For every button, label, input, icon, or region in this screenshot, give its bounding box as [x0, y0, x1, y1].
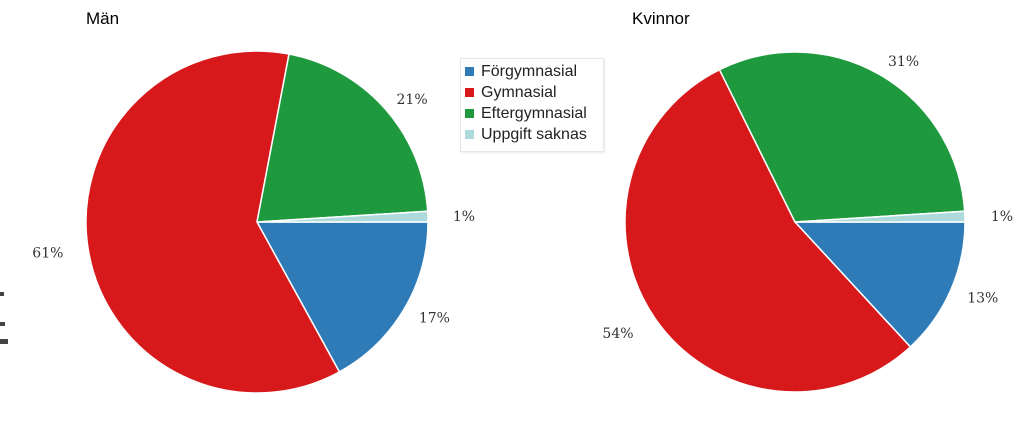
legend-item-uppgift-saknas[interactable]: Uppgift saknas — [465, 124, 587, 145]
legend-swatch-eftergymnasial — [465, 109, 474, 118]
legend-label-forgymnasial: Förgymnasial — [481, 62, 578, 80]
chart-title-men: Män — [86, 9, 120, 28]
legend-item-eftergymnasial[interactable]: Eftergymnasial — [465, 103, 587, 124]
pie-slice-men-eftergymnasial[interactable] — [256, 53, 429, 223]
data-label-men-eftergymnasial: 21% — [397, 92, 428, 108]
chart-legend: Förgymnasial Gymnasial Eftergymnasial Up… — [460, 58, 604, 152]
pie-slice-women-uppgift-saknas[interactable] — [794, 210, 966, 223]
pie-slice-men-gymnasial[interactable] — [85, 50, 341, 394]
legend-label-eftergymnasial: Eftergymnasial — [481, 104, 587, 122]
data-label-women-gymnasial: 54% — [602, 326, 633, 342]
edge-artifact — [0, 322, 5, 326]
data-label-men-uppgift-saknas: 1% — [453, 209, 475, 225]
data-label-men-gymnasial: 61% — [32, 246, 63, 262]
chart-title-women: Kvinnor — [632, 9, 690, 28]
pie-slice-women-eftergymnasial[interactable] — [718, 51, 966, 223]
edge-artifact — [0, 292, 4, 296]
legend-label-gymnasial: Gymnasial — [481, 83, 557, 101]
legend-swatch-uppgift-saknas — [465, 130, 474, 139]
data-label-women-eftergymnasial: 31% — [888, 54, 919, 70]
pie-slice-women-forgymnasial[interactable] — [794, 221, 966, 348]
pie-slice-women-gymnasial[interactable] — [624, 68, 912, 393]
legend-item-forgymnasial[interactable]: Förgymnasial — [465, 61, 577, 82]
pie-slice-men-uppgift-saknas[interactable] — [256, 210, 429, 223]
legend-swatch-gymnasial — [465, 88, 474, 97]
data-label-women-uppgift-saknas: 1% — [991, 209, 1013, 225]
legend-item-gymnasial[interactable]: Gymnasial — [465, 82, 557, 103]
pie-slice-men-forgymnasial[interactable] — [256, 221, 429, 373]
data-label-men-forgymnasial: 17% — [419, 311, 450, 327]
legend-swatch-forgymnasial — [465, 67, 474, 76]
data-label-women-forgymnasial: 13% — [967, 290, 998, 306]
edge-artifact — [0, 339, 8, 344]
legend-label-uppgift-saknas: Uppgift saknas — [481, 125, 587, 143]
